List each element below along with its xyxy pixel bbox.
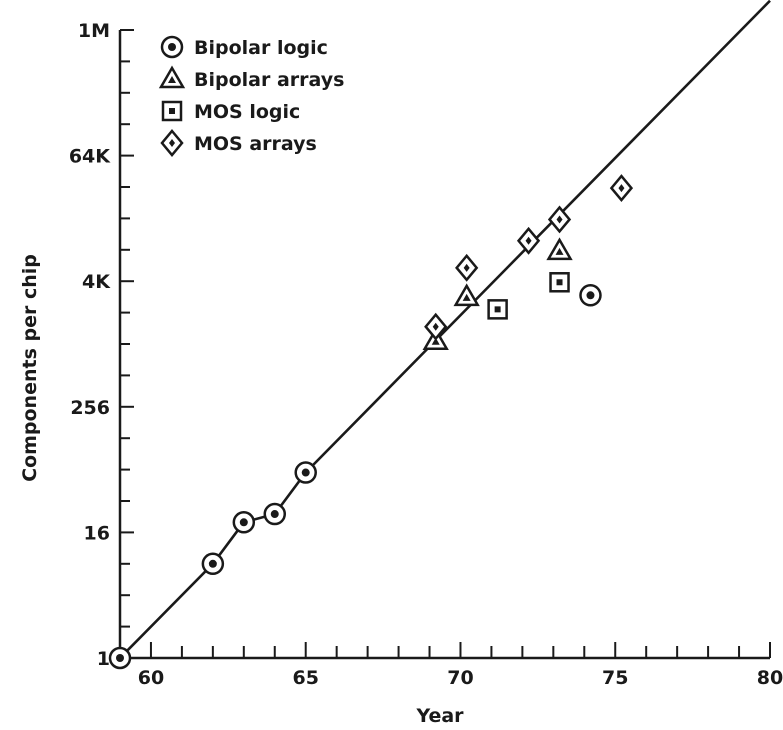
legend-label: MOS logic	[194, 101, 300, 123]
x-tick-label: 60	[138, 667, 164, 689]
y-tick-label: 1M	[78, 20, 110, 42]
x-tick-label: 70	[447, 667, 473, 689]
circle-point	[263, 502, 287, 526]
y-tick-label: 16	[84, 522, 110, 544]
legend-item: MOS arrays	[160, 129, 317, 157]
y-tick-label: 64K	[69, 146, 111, 168]
circle-point	[294, 461, 317, 484]
legend-marker-diamond	[160, 129, 184, 157]
legend-label: MOS arrays	[194, 133, 317, 155]
square-point	[487, 299, 508, 320]
legend-item: Bipolar logic	[160, 35, 328, 59]
legend: Bipolar logic Bipolar arrays MOS logic MOS …	[158, 35, 344, 157]
square-point	[549, 272, 570, 293]
y-tick-label: 4K	[82, 271, 111, 293]
circle-point	[579, 284, 602, 307]
legend-marker-square	[161, 100, 183, 122]
plot-area: 60 65 70 75 80 1 16 256 4K 64K 1M	[69, 0, 783, 689]
circle-point	[232, 511, 256, 534]
y-axis-title: Components per chip	[19, 254, 41, 482]
triangle-point	[453, 283, 480, 307]
x-axis-ticks: 60 65 70 75 80	[119, 642, 783, 689]
triangle-point	[546, 237, 573, 261]
trend-line	[304, 0, 771, 474]
legend-marker-triangle	[158, 65, 186, 89]
y-axis-ticks: 1 16 256 4K 64K 1M	[69, 20, 134, 670]
legend-item: Bipolar arrays	[158, 65, 344, 91]
legend-label: Bipolar logic	[194, 37, 328, 59]
diamond-point	[547, 205, 572, 234]
diamond-point	[455, 253, 479, 282]
y-tick-label: 1	[97, 648, 110, 670]
x-tick-label: 80	[757, 667, 783, 689]
chart-points	[108, 174, 634, 670]
x-tick-label: 65	[292, 667, 318, 689]
legend-label: Bipolar arrays	[194, 69, 344, 91]
circle-point	[108, 646, 132, 670]
circle-point	[201, 552, 225, 576]
diamond-point	[424, 312, 448, 341]
legend-marker-circle	[160, 35, 184, 59]
y-tick-label: 256	[70, 397, 110, 419]
diamond-point	[516, 226, 541, 255]
legend-item: MOS logic	[161, 100, 300, 123]
diamond-point	[609, 174, 634, 203]
x-tick-label: 75	[602, 667, 628, 689]
x-axis-title: Year	[415, 705, 464, 727]
